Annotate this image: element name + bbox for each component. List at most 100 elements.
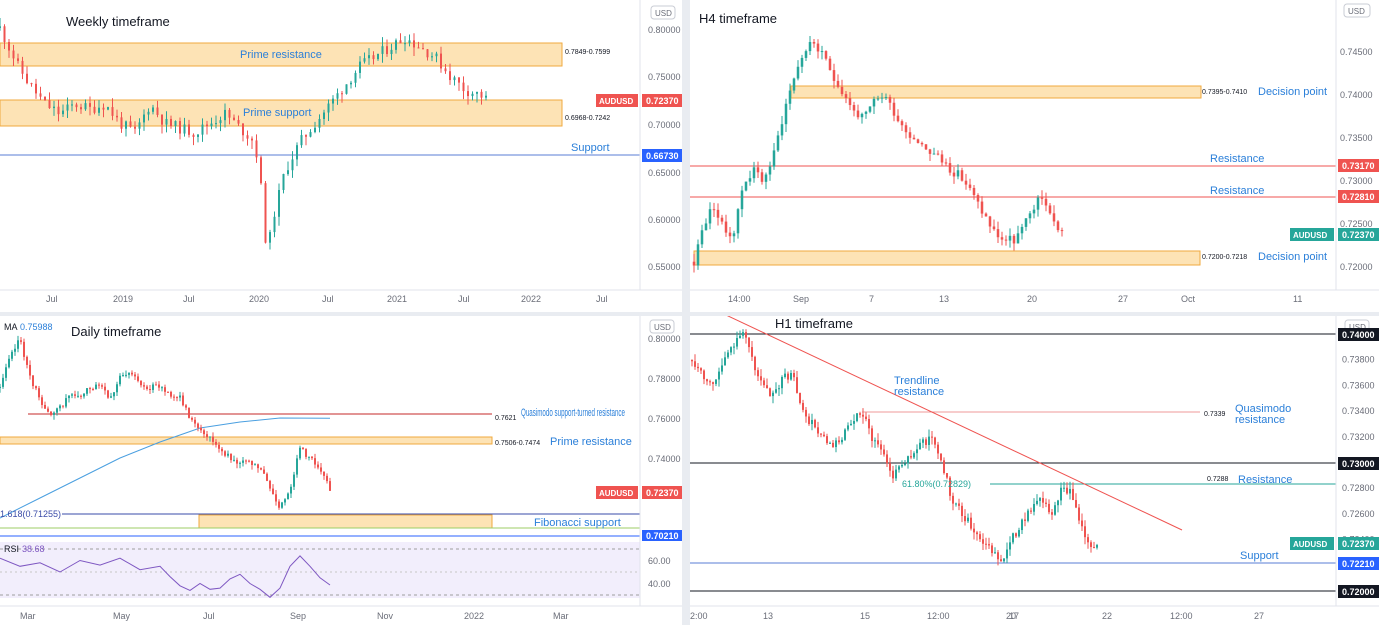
candle-body [138,122,141,129]
candle-body [368,55,370,59]
candle-body [1012,533,1014,543]
x-tick: Nov [377,611,394,621]
candle-body [739,335,741,339]
candle-body [955,503,957,505]
candle-body [146,386,148,390]
candle-body [709,381,711,383]
candle-body [210,123,213,127]
weekly-chart-panel[interactable]: Prime resistance Prime support 0.7849-0.… [0,0,682,312]
candle-body [215,441,217,445]
candle-body [209,436,211,438]
candle-body [309,132,312,137]
candle-body [14,348,16,352]
candle-body [84,103,87,110]
candle-body [706,379,708,382]
support-label: Support [571,142,610,154]
candle-body [311,456,313,459]
weekly-title: Weekly timeframe [66,14,170,29]
candle-body [1018,530,1020,537]
candle-body [727,352,729,358]
candle-body [120,117,123,129]
candle-body [772,150,776,167]
prime-resistance-zone [0,42,563,67]
currency-badge[interactable] [650,5,676,20]
prime-resistance-label: Prime resistance [550,436,632,448]
moving-average-line [0,417,331,519]
candle-body [1016,233,1020,244]
candle-body [224,451,226,456]
candle-body [336,93,339,99]
candle-body [0,26,1,28]
candle-body [816,43,820,52]
candle-body [302,447,304,450]
candle-body [203,430,205,435]
candle-body [1027,510,1029,521]
candle-body [984,213,988,217]
candle-body [932,153,936,155]
candle-body [329,481,331,491]
price-tag-0-7300 [1338,457,1379,470]
candle-body [5,367,7,378]
last-price-tag [642,486,682,499]
candle-body [453,77,456,81]
candle-body [113,392,115,397]
candle-body [836,80,840,87]
candle-body [290,486,292,494]
decision-point-zone-lower [693,250,1201,266]
candle-body [742,332,744,336]
h1-chart-panel[interactable]: Trendline resistance 0.7339 Quasimodo re… [690,316,1379,625]
candle-body [970,517,972,529]
candle-body [23,341,25,357]
fibonacci-support-zone [198,514,493,529]
candle-body [65,398,67,407]
candle-body [399,40,402,44]
candle-body [395,40,397,50]
currency-badge[interactable] [1343,3,1371,18]
candle-body [1009,542,1011,550]
candle-body [1060,487,1062,501]
candle-body [956,170,960,177]
candle-body [140,380,142,386]
candle-body [808,416,810,425]
daily-chart-panel[interactable]: MA 0.75988 0.7621 Quasimodo support-turn… [0,316,682,625]
h4-chart-panel[interactable]: 0.7395-0.7410 Decision point 0.7200-0.72… [690,0,1379,312]
candle-body [176,397,178,399]
candle-body [212,436,214,442]
candle-body [691,359,693,362]
candle-body [266,473,268,481]
candle-body [89,388,91,390]
y-tick: 0.72600 [1342,509,1375,519]
candle-body [1036,197,1040,210]
x-tick: 13 [763,611,773,621]
candle-body [1000,559,1002,562]
y-tick: 0.80000 [648,334,681,344]
lower-line-price: 0.70210 [646,531,679,541]
candle-body [143,114,145,123]
candle-body [908,132,912,138]
symbol-label: AUDUSD [1293,540,1327,549]
candle-body [708,209,712,224]
candle-body [925,439,927,445]
daily-candles [0,335,331,510]
y-tick: 0.65000 [648,168,681,178]
candle-body [188,124,190,135]
candle-body [75,104,78,108]
candle-body [62,405,64,407]
candle-body [814,419,816,428]
candle-body [57,106,60,115]
candle-body [712,382,714,384]
candle-body [158,384,160,388]
candle-body [248,460,250,462]
y-tick: 0.73500 [1340,133,1373,143]
candle-body [200,427,202,431]
x-tick: 7 [869,294,874,304]
x-tick: Oct [1181,294,1196,304]
candle-body [904,463,906,465]
currency-badge[interactable] [649,319,675,334]
candle-body [1069,488,1071,494]
candle-body [796,66,800,79]
candle-body [1042,498,1044,503]
candle-body [1087,537,1089,543]
candle-body [852,105,856,111]
candle-body [233,459,235,461]
